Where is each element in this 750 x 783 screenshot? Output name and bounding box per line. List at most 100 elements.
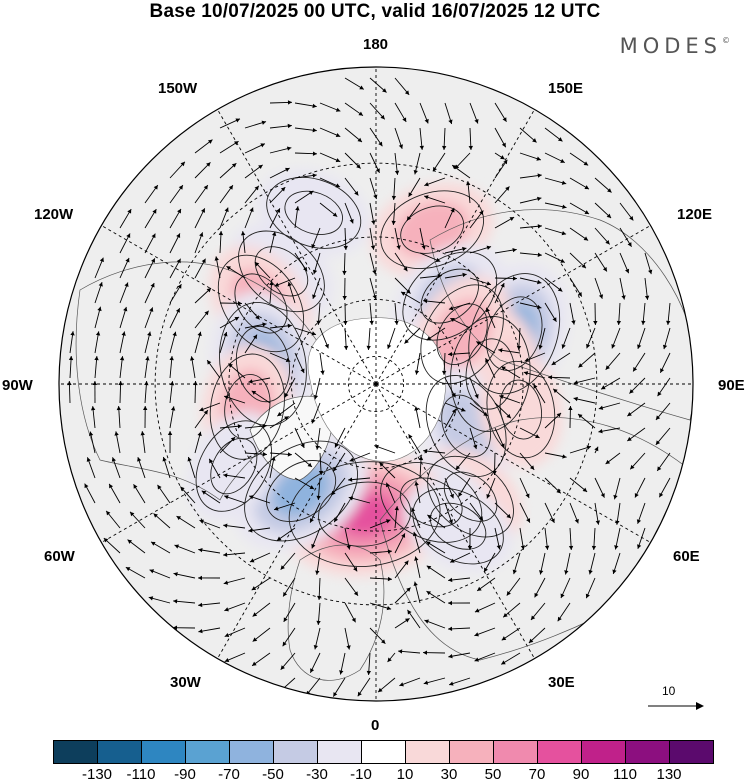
wind-arrowhead bbox=[70, 331, 75, 336]
wind-arrowhead bbox=[175, 308, 180, 313]
wind-arrowhead bbox=[114, 431, 119, 436]
colorbar-tick-label: 50 bbox=[484, 766, 502, 783]
wind-arrowhead bbox=[224, 395, 229, 400]
wind-arrowhead bbox=[616, 320, 622, 325]
wind-arrowhead bbox=[116, 406, 122, 411]
wind-arrowhead bbox=[310, 668, 315, 673]
wind-arrowhead bbox=[260, 143, 265, 148]
wind-arrowhead bbox=[605, 365, 610, 370]
wind-arrowhead bbox=[450, 207, 455, 213]
wind-arrowhead bbox=[426, 541, 431, 546]
wind-arrowhead bbox=[204, 310, 209, 316]
height-contour bbox=[443, 471, 498, 522]
wind-arrowhead bbox=[248, 528, 253, 533]
height-contour bbox=[318, 481, 412, 547]
wind-arrowhead bbox=[483, 411, 488, 416]
wind-arrowhead bbox=[582, 487, 588, 492]
wind-arrowhead bbox=[500, 283, 505, 288]
wind-arrowhead bbox=[448, 654, 453, 659]
wind-arrowhead bbox=[206, 162, 211, 167]
wind-arrowhead bbox=[612, 569, 617, 574]
wind-arrowhead bbox=[223, 552, 228, 557]
wind-arrowhead bbox=[474, 608, 480, 613]
wind-arrowhead bbox=[287, 323, 292, 329]
wind-arrowhead bbox=[486, 245, 492, 250]
wind-arrowhead bbox=[441, 145, 447, 150]
wind-arrowhead bbox=[324, 343, 329, 349]
wind-arrowhead bbox=[387, 576, 392, 582]
wind-arrowhead bbox=[351, 617, 356, 623]
wind-arrowhead bbox=[615, 520, 620, 525]
wind-arrowhead bbox=[287, 281, 292, 287]
colorbar-tick-label: -70 bbox=[218, 766, 240, 783]
wind-arrowhead bbox=[335, 158, 341, 163]
wind-arrowhead bbox=[262, 452, 267, 457]
wind-arrowhead bbox=[398, 649, 403, 654]
colorbar-tick-label: -10 bbox=[350, 766, 372, 783]
wind-arrowhead bbox=[448, 626, 453, 632]
graticule bbox=[59, 67, 693, 701]
wind-arrowhead bbox=[332, 212, 338, 217]
wind-arrowhead bbox=[223, 580, 229, 585]
wind-arrowhead bbox=[262, 423, 267, 429]
wind-arrowhead bbox=[426, 565, 432, 570]
wind-arrowhead bbox=[252, 661, 257, 666]
wind-arrowhead bbox=[629, 215, 634, 221]
wind-arrowhead bbox=[366, 345, 371, 350]
wind-arrowhead bbox=[408, 434, 413, 439]
wind-arrowhead bbox=[223, 332, 228, 337]
wind-arrowhead bbox=[548, 375, 553, 380]
wind-arrowhead bbox=[300, 368, 305, 374]
wind-arrowhead bbox=[309, 518, 314, 523]
wind-arrowhead bbox=[147, 331, 152, 337]
wind-arrowhead bbox=[474, 657, 480, 662]
wind-arrowhead bbox=[271, 231, 277, 236]
height-contour bbox=[210, 437, 258, 495]
map-boundary bbox=[58, 66, 694, 702]
wind-arrowhead bbox=[557, 616, 562, 622]
wind-arrowhead bbox=[535, 434, 540, 439]
wind-arrowhead bbox=[339, 670, 344, 675]
wind-arrowhead bbox=[498, 348, 503, 353]
wind-arrowhead bbox=[375, 168, 380, 173]
wind-arrowhead bbox=[335, 183, 341, 188]
wind-arrowhead bbox=[593, 320, 598, 325]
wind-arrowhead bbox=[311, 418, 316, 424]
wind-arrowhead bbox=[280, 565, 285, 570]
wind-arrowhead bbox=[283, 591, 288, 597]
height-contour bbox=[441, 394, 491, 458]
reference-vector-arrow bbox=[648, 702, 704, 710]
wind-arrowhead bbox=[403, 266, 408, 272]
wind-arrowhead bbox=[408, 192, 413, 197]
colorbar-swatch bbox=[98, 741, 142, 763]
height-contour bbox=[217, 254, 305, 353]
wind-arrowhead bbox=[280, 665, 285, 670]
wind-arrowhead bbox=[583, 236, 589, 241]
wind-arrowhead bbox=[474, 393, 479, 399]
height-contour bbox=[284, 190, 343, 235]
wind-arrowhead bbox=[577, 292, 582, 297]
wind-arrowhead bbox=[529, 465, 535, 470]
wind-arrowhead bbox=[496, 545, 501, 550]
wind-arrowhead bbox=[568, 406, 573, 411]
wind-arrowhead bbox=[402, 117, 407, 122]
wind-arrowhead bbox=[441, 370, 447, 375]
wind-arrowhead bbox=[561, 344, 566, 349]
wind-arrowhead bbox=[520, 545, 526, 550]
wind-arrowhead bbox=[660, 368, 665, 373]
wind-arrowhead bbox=[419, 145, 424, 150]
height-contour bbox=[244, 440, 358, 542]
wind-arrowhead bbox=[276, 208, 281, 213]
wind-arrowhead bbox=[474, 632, 479, 637]
wind-arrowhead bbox=[282, 641, 287, 647]
wind-arrowhead bbox=[126, 233, 131, 238]
wind-arrowhead bbox=[544, 545, 550, 550]
wind-arrowhead bbox=[300, 443, 305, 448]
wind-arrowhead bbox=[254, 185, 259, 191]
colorbar-ticks: -130 -110 -90 -70 -50 -30 -10 10 30 50 70 90 110 130 bbox=[0, 766, 750, 783]
wind-arrowhead bbox=[524, 357, 530, 362]
wind-arrowhead bbox=[90, 406, 96, 411]
wind-arrowhead bbox=[318, 470, 324, 475]
wind-arrowhead bbox=[343, 345, 349, 350]
wind-arrowhead bbox=[414, 370, 420, 375]
